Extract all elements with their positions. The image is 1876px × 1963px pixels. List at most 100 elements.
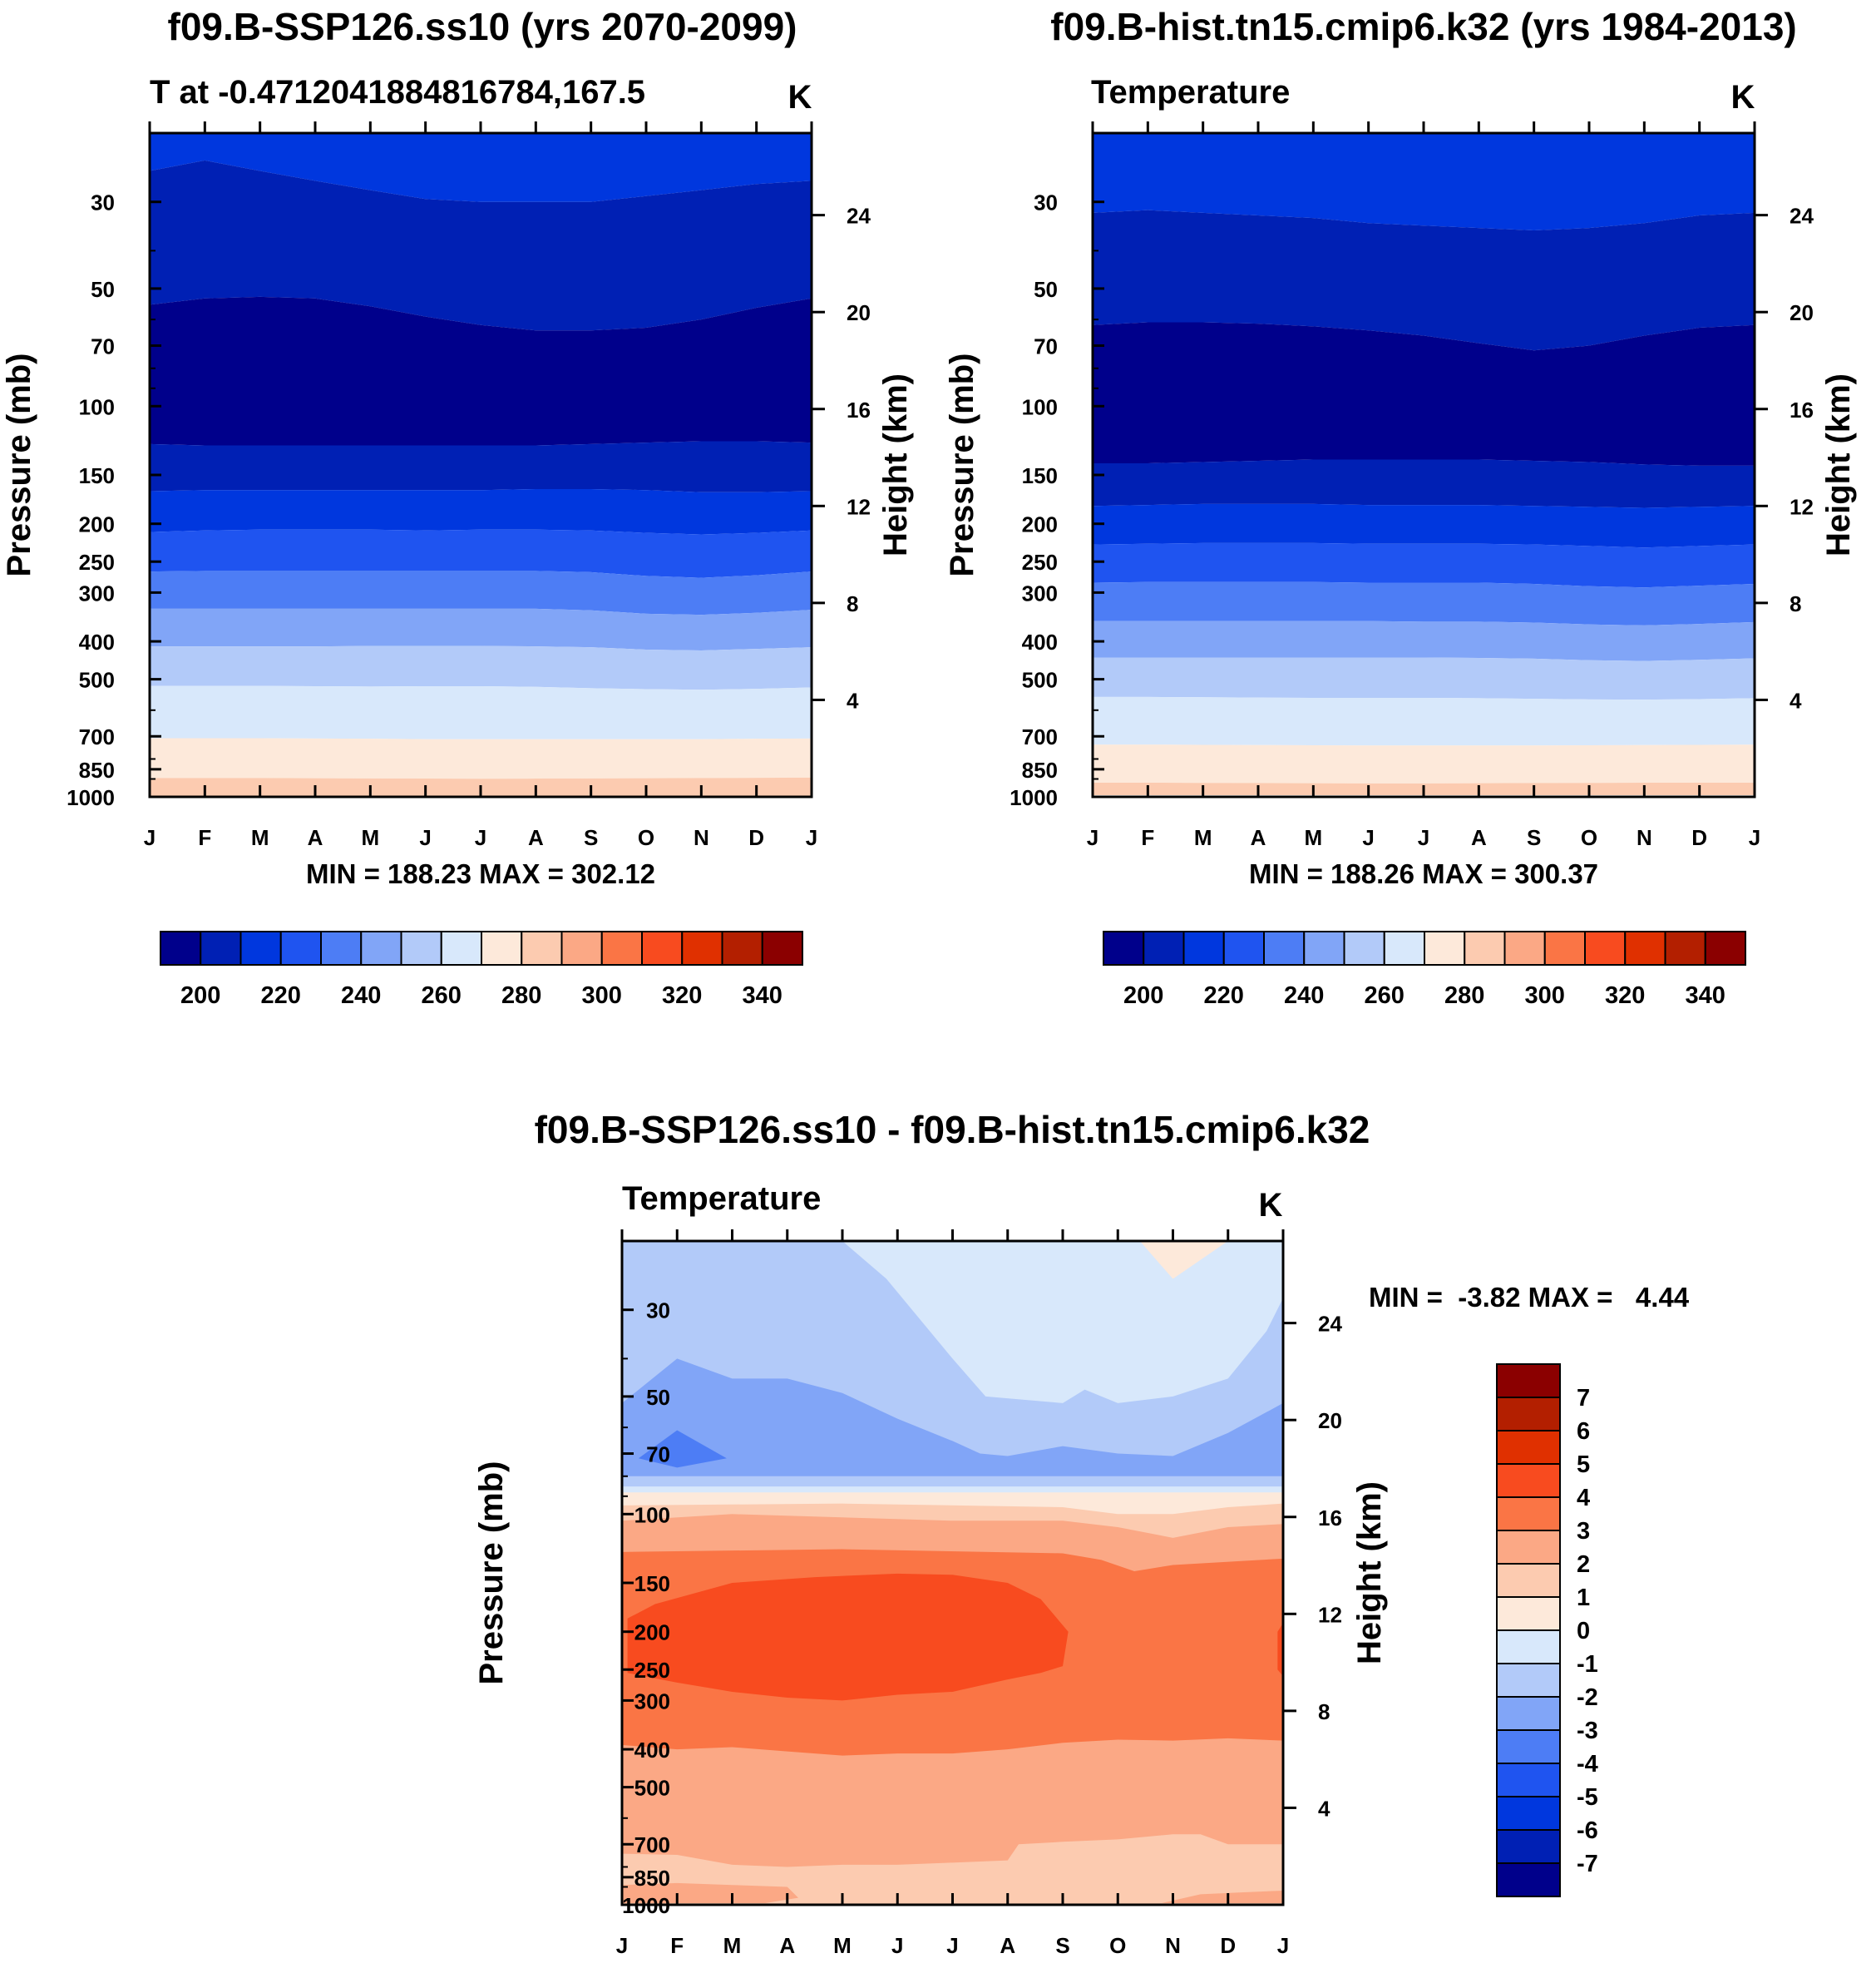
colorbar-label: 340 — [1686, 982, 1725, 1009]
colorbar-label: 200 — [180, 982, 220, 1009]
colorbar-swatch — [239, 931, 282, 966]
x-tick-label: J — [1277, 1933, 1289, 1958]
y-tick-label: 400 — [634, 1738, 670, 1763]
colorbar-swatch — [1496, 1397, 1561, 1431]
axis-layer: J F M A M J J A S O N D J 30 50 70 100 150 200 250 300 400 500… — [1, 121, 914, 850]
colorbar-swatch — [1496, 1663, 1561, 1698]
colorbar-label: 6 — [1577, 1418, 1590, 1445]
contour-band — [150, 571, 812, 616]
colorbar-swatch — [440, 931, 482, 966]
y-tick-label: 50 — [1034, 277, 1058, 302]
units-label: K — [1259, 1187, 1283, 1224]
panel-title: f09.B-SSP126.ss10 - f09.B-hist.tn15.cmip… — [535, 1108, 1370, 1151]
y-tick-label: 150 — [1022, 463, 1058, 488]
colorbar-swatch — [560, 931, 603, 966]
colorbar-label: 320 — [1605, 982, 1645, 1009]
colorbar-swatch — [641, 931, 684, 966]
y-tick-label: 70 — [91, 334, 115, 359]
y-tick-label: 200 — [1022, 512, 1058, 537]
colorbar-top-left: 200 220 240 260 280 300 320 340 — [160, 931, 803, 1009]
contour-band — [1093, 744, 1755, 784]
x-tick-label: O — [638, 825, 654, 850]
y2-tick-label: 12 — [1318, 1602, 1342, 1627]
colorbar-swatch — [1496, 1463, 1561, 1498]
x-tick-label: M — [1194, 825, 1212, 850]
x-tick-label: J — [891, 1933, 903, 1958]
colorbar-label: 4 — [1577, 1485, 1590, 1511]
colorbar-label: -3 — [1577, 1718, 1598, 1744]
y2-tick-label: 16 — [1318, 1506, 1342, 1530]
y2-tick-label: 24 — [847, 204, 871, 229]
colorbar-swatch — [1143, 931, 1185, 966]
colorbar-label: 300 — [582, 982, 622, 1009]
contour-band — [1093, 657, 1755, 700]
region-p0-patch — [1139, 1241, 1228, 1279]
colorbar-label: -4 — [1577, 1751, 1598, 1778]
y-tick-label: 100 — [634, 1502, 670, 1527]
x-tick-label: M — [723, 1933, 742, 1958]
colorbar-swatch — [1496, 1563, 1561, 1598]
y2-tick-label: 24 — [1790, 204, 1814, 229]
colorbar-swatch — [1496, 1363, 1561, 1398]
colorbar-swatch — [481, 931, 523, 966]
panel-left-label: Temperature — [622, 1180, 821, 1217]
y2-tick-label: 20 — [1790, 300, 1814, 325]
min-max-summary: MIN = 188.23 MAX = 302.12 — [306, 858, 655, 889]
y2-tick-label: 4 — [1790, 688, 1802, 713]
y-tick-label: 300 — [79, 581, 115, 606]
panel-left-label: T at -0.4712041884816784,167.5 — [150, 74, 645, 111]
colorbar-swatch — [1503, 931, 1546, 966]
colorbar-swatch — [1383, 931, 1425, 966]
colorbar-swatch — [200, 931, 242, 966]
x-tick-label: M — [1304, 825, 1322, 850]
panel-left-label: Temperature — [1091, 74, 1290, 111]
x-tick-label: D — [748, 825, 764, 850]
contour-band — [1093, 696, 1755, 746]
region-p4 — [627, 1573, 1069, 1701]
y2-tick-label: 4 — [847, 688, 859, 713]
colorbar-swatch — [1664, 931, 1706, 966]
y-axis-title: Pressure (mb) — [473, 1461, 510, 1685]
colorbar-swatch — [1496, 1430, 1561, 1465]
contour-band — [1093, 621, 1755, 661]
colorbar-swatch — [400, 931, 442, 966]
x-tick-label: J — [1362, 825, 1374, 850]
units-label: K — [788, 79, 812, 116]
x-tick-label: S — [584, 825, 598, 850]
x-tick-label: J — [144, 825, 156, 850]
y-tick-label: 150 — [79, 463, 115, 488]
y2-tick-label: 8 — [1318, 1699, 1330, 1724]
region-m3 — [622, 1358, 1283, 1476]
colorbar-swatch — [279, 931, 322, 966]
y-tick-label: 30 — [1034, 190, 1058, 215]
colorbar-label: 260 — [1365, 982, 1405, 1009]
region-m4 — [638, 1430, 727, 1468]
y2-tick-label: 8 — [1790, 591, 1801, 616]
contour-band — [150, 296, 812, 446]
colorbar-label: 220 — [261, 982, 301, 1009]
y-tick-label: 1000 — [1010, 785, 1058, 810]
colorbar-swatch — [1343, 931, 1385, 966]
x-tick-label: D — [1691, 825, 1707, 850]
y-tick-label: 200 — [79, 512, 115, 537]
x-tick-label: J — [616, 1933, 628, 1958]
x-tick-label: N — [1637, 825, 1652, 850]
y-tick-label: 50 — [646, 1385, 670, 1410]
colorbar-label: -2 — [1577, 1684, 1598, 1711]
x-tick-label: F — [198, 825, 211, 850]
y-tick-label: 100 — [79, 394, 115, 419]
colorbar-swatch — [1182, 931, 1225, 966]
colorbar-swatch — [1303, 931, 1345, 966]
contour-band — [150, 133, 812, 202]
colorbar-swatch — [1496, 1530, 1561, 1565]
y-tick-label: 300 — [1022, 581, 1058, 606]
colorbar-label: 240 — [341, 982, 381, 1009]
colorbar-label: 300 — [1525, 982, 1565, 1009]
x-tick-label: A — [528, 825, 544, 850]
y-tick-label: 250 — [634, 1658, 670, 1683]
colorbar-swatch — [1464, 931, 1506, 966]
colorbar-swatch — [761, 931, 803, 966]
y2-tick-label: 16 — [847, 398, 871, 423]
colorbar-label: 3 — [1577, 1518, 1590, 1545]
units-label: K — [1731, 79, 1755, 116]
